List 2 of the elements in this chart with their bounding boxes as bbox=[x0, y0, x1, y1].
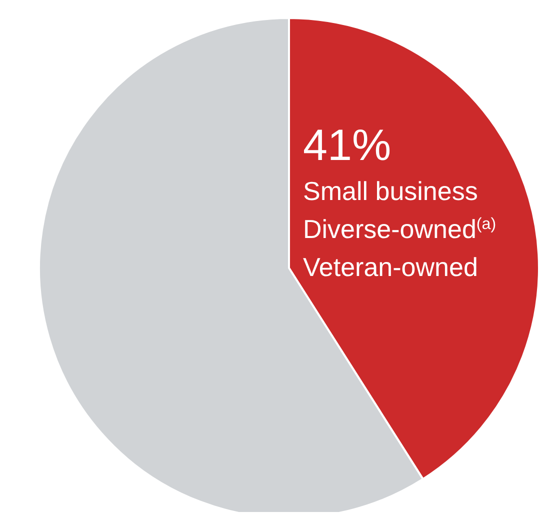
data-label: 41% bbox=[303, 121, 392, 170]
slice-label: Small business Diverse-owned$^{(a)}$ Veteran-owned bbox=[303, 176, 496, 282]
